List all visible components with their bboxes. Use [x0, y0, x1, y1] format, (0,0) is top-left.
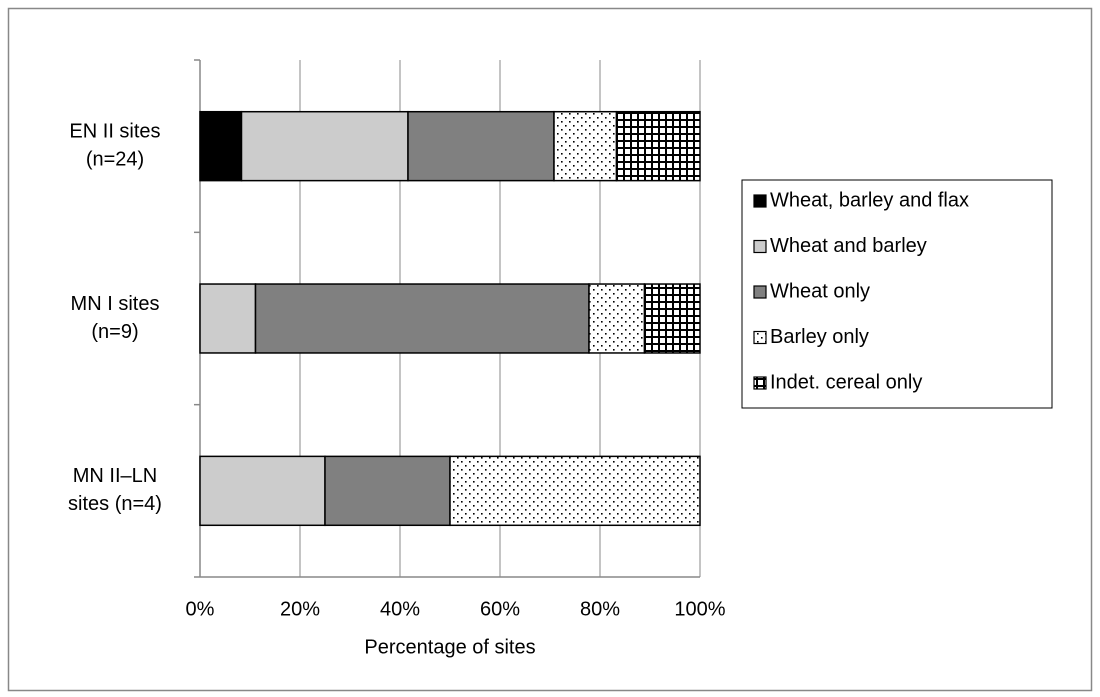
legend-swatch	[753, 194, 767, 208]
legend-swatch	[753, 285, 767, 299]
x-tick-label: 80%	[580, 598, 620, 620]
legend-label: Indet. cereal only	[770, 371, 922, 393]
legend-swatch	[753, 239, 767, 254]
x-tick-label: 60%	[480, 598, 520, 620]
legend-label: Wheat and barley	[770, 235, 927, 257]
bar-segment	[254, 283, 590, 354]
x-tick-label: 20%	[280, 598, 320, 620]
x-tick-label: 40%	[380, 598, 420, 620]
bar-segment	[199, 455, 326, 527]
y-tick-label: sites (n=4)	[68, 493, 162, 515]
bar-segment	[643, 283, 701, 354]
bar-segment	[588, 283, 646, 354]
legend-swatch	[753, 376, 767, 390]
y-tick-label: MN I sites	[71, 293, 160, 315]
bar-segment	[240, 110, 409, 182]
legend-label: Barley only	[770, 326, 869, 348]
y-tick-label: EN II sites	[69, 120, 160, 142]
x-tick-label: 0%	[186, 598, 215, 620]
bar-segment	[449, 455, 701, 527]
bar-segment	[324, 455, 451, 527]
bar-segment	[407, 110, 555, 182]
bar-segment	[199, 110, 243, 182]
bar-segment	[615, 110, 701, 182]
legend-label: Wheat, barley and flax	[770, 189, 969, 211]
legend-box	[741, 179, 1053, 409]
y-tick-label: (n=9)	[91, 321, 138, 343]
x-axis-title: Percentage of sites	[364, 636, 535, 658]
x-tick-label: 100%	[674, 598, 725, 620]
legend-swatch	[753, 330, 767, 345]
y-tick-label: MN II–LN	[73, 465, 157, 487]
legend-label: Wheat only	[770, 280, 870, 302]
bar-segment	[553, 110, 618, 182]
y-tick-label: (n=24)	[86, 148, 144, 170]
bar-segment	[199, 283, 257, 354]
